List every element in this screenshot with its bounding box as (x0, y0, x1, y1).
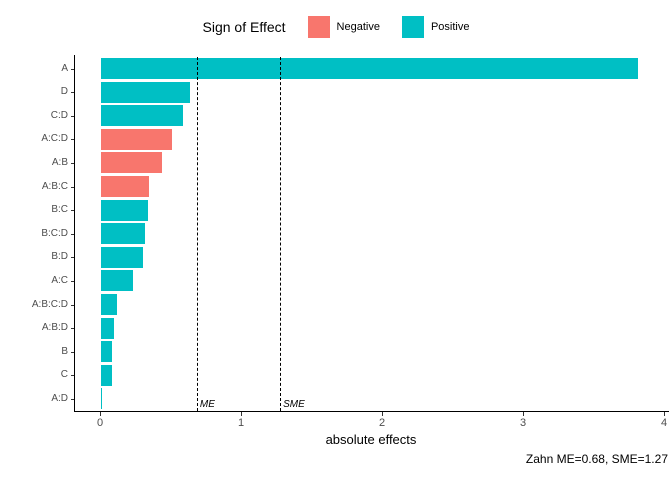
y-tick (71, 351, 74, 353)
y-tick-label: B:C:D (41, 227, 68, 239)
legend-title: Sign of Effect (202, 19, 286, 35)
x-tick-label: 4 (660, 417, 668, 429)
bar-a-b (101, 152, 162, 174)
negative-swatch-icon (307, 16, 330, 38)
y-tick-label: C (60, 369, 68, 381)
positive-swatch-icon (401, 16, 424, 38)
y-tick (71, 92, 74, 94)
x-tick-label: 1 (237, 417, 245, 429)
bar-a-b-d (101, 317, 114, 339)
y-tick-label: A (61, 62, 68, 74)
y-tick-label: B (61, 345, 68, 357)
bar-a (101, 58, 639, 79)
legend-item-negative: Negative (307, 16, 380, 38)
y-tick-label: A:D (51, 392, 68, 404)
bar-d (101, 81, 190, 103)
x-tick (664, 412, 665, 416)
bar-a-d (101, 388, 103, 410)
reference-line-sme (280, 57, 282, 411)
y-tick-label: A:B (51, 156, 68, 168)
caption: Zahn ME=0.68, SME=1.27 (525, 452, 668, 466)
y-tick (71, 186, 74, 188)
y-tick-label: B:C (51, 204, 68, 216)
plot-panel: ME SME (74, 55, 669, 412)
legend-item-positive: Positive (401, 16, 470, 38)
legend-label-negative: Negative (336, 21, 380, 33)
reference-line-me (196, 57, 198, 411)
x-tick-label: 0 (96, 417, 104, 429)
y-tick-label: C:D (50, 109, 68, 121)
x-tick-label: 2 (378, 417, 386, 429)
x-tick (382, 412, 383, 416)
y-tick (71, 375, 74, 377)
y-tick-label: A:C (51, 274, 68, 286)
legend: Sign of Effect Negative Positive (0, 12, 672, 42)
y-tick-label: B:D (51, 251, 68, 263)
y-tick (71, 280, 74, 282)
y-tick (71, 233, 74, 235)
bar-c (101, 364, 113, 386)
y-tick-label: A:B:C (41, 180, 68, 192)
y-tick (71, 115, 74, 117)
y-tick (71, 257, 74, 259)
bar-a-c-d (101, 128, 172, 150)
x-tick (241, 412, 242, 416)
x-tick (100, 412, 101, 416)
bar-b-c (101, 199, 148, 221)
bar-b-d (101, 246, 144, 268)
y-tick-label: A:B:C:D (31, 298, 68, 310)
y-tick (71, 210, 74, 212)
reference-line-label-me: ME (199, 399, 215, 410)
legend-label-positive: Positive (430, 21, 470, 33)
bar-b (101, 341, 113, 363)
bar-c-d (101, 105, 183, 127)
y-tick (71, 139, 74, 141)
bar-a-b-c-d (101, 294, 117, 315)
x-tick-label: 3 (519, 417, 527, 429)
y-tick (71, 398, 74, 400)
x-tick (523, 412, 524, 416)
bar-a-c (101, 270, 134, 292)
bar-b-c-d (101, 223, 145, 245)
y-tick (71, 304, 74, 306)
y-tick (71, 68, 74, 70)
y-tick (71, 162, 74, 164)
x-axis-title: absolute effects (325, 432, 417, 447)
bar-a-b-c (101, 176, 149, 197)
y-tick (71, 328, 74, 330)
reference-line-label-sme: SME (283, 399, 305, 410)
y-tick-label: D (60, 86, 68, 98)
y-tick-label: A:C:D (41, 133, 68, 145)
y-tick-label: A:B:D (41, 322, 68, 334)
